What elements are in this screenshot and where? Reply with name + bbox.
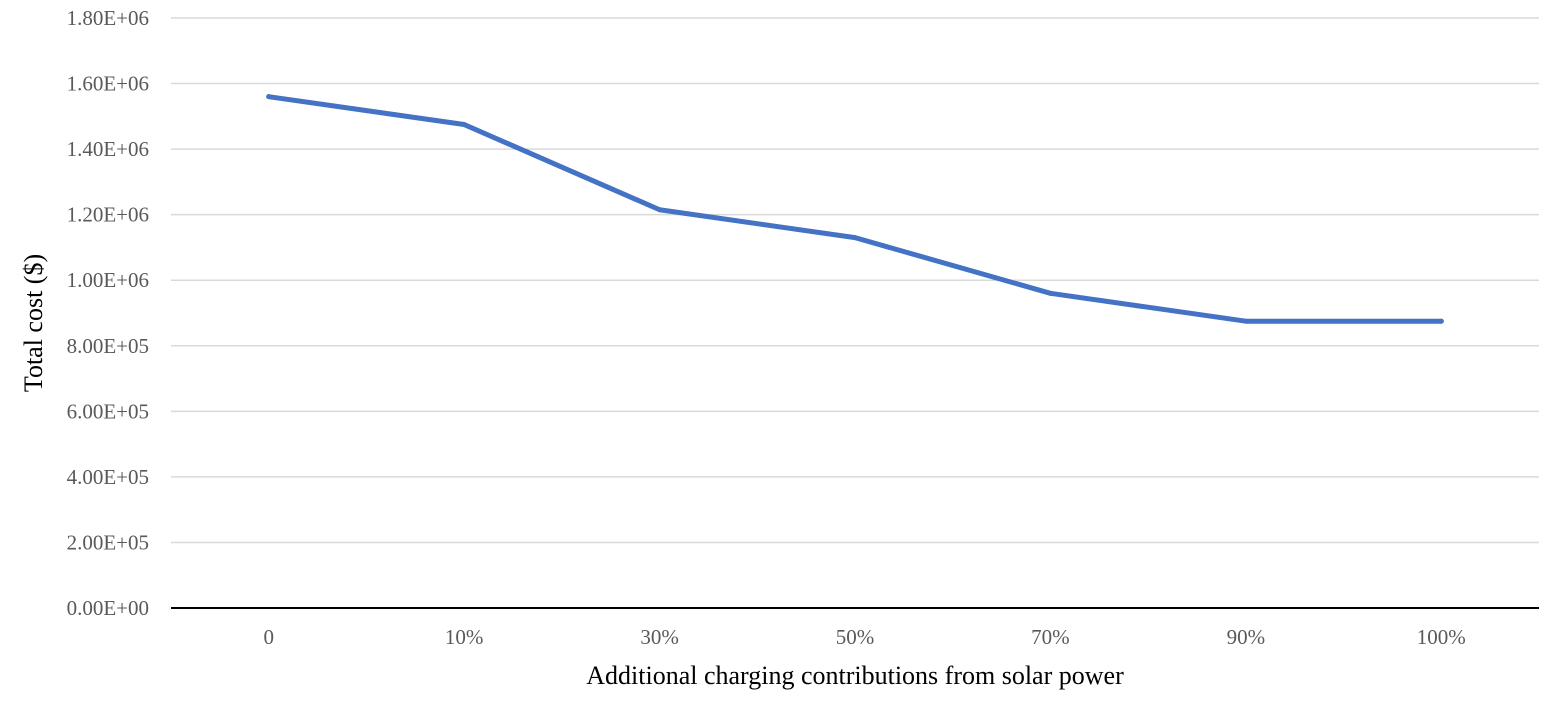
y-axis-ticks: 0.00E+00 2.00E+05 4.00E+05 6.00E+05 8.00E+05…	[67, 6, 149, 620]
x-tick-label: 100%	[1417, 625, 1466, 649]
x-axis-title: Additional charging contributions from s…	[586, 661, 1124, 690]
data-point	[266, 94, 272, 100]
data-point	[1047, 290, 1053, 296]
series-line-total-cost	[266, 94, 1444, 324]
y-tick-label: 2.00E+05	[67, 530, 149, 554]
data-point	[657, 207, 663, 213]
x-tick-label: 90%	[1227, 625, 1266, 649]
data-point	[461, 122, 467, 128]
gridlines	[171, 17, 1539, 544]
y-tick-label: 8.00E+05	[67, 334, 149, 358]
y-tick-label: 1.60E+06	[67, 72, 149, 96]
x-tick-label: 30%	[640, 625, 679, 649]
x-tick-label: 50%	[836, 625, 875, 649]
y-tick-label: 6.00E+05	[67, 399, 149, 423]
y-tick-label: 4.00E+05	[67, 465, 149, 489]
data-point	[1438, 318, 1444, 324]
y-tick-label: 1.80E+06	[67, 6, 149, 30]
x-tick-label: 0	[263, 625, 274, 649]
y-tick-label: 1.20E+06	[67, 203, 149, 227]
y-tick-label: 1.40E+06	[67, 137, 149, 161]
y-tick-label: 1.00E+06	[67, 268, 149, 292]
x-tick-label: 10%	[445, 625, 484, 649]
x-axis-ticks: 0 10% 30% 50% 70% 90% 100%	[263, 625, 1465, 649]
data-point	[852, 235, 858, 241]
y-tick-label: 0.00E+00	[67, 596, 149, 620]
y-axis-title: Total cost ($)	[19, 254, 48, 392]
data-point	[1243, 318, 1249, 324]
series-lines	[266, 94, 1444, 324]
x-tick-label: 70%	[1031, 625, 1070, 649]
